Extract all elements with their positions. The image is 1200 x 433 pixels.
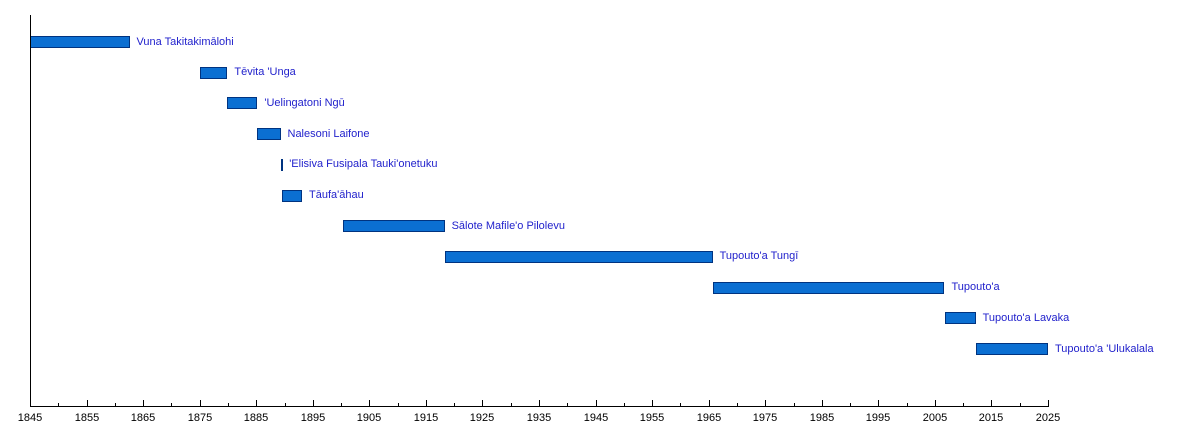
major-tick: [878, 400, 879, 406]
minor-tick: [567, 403, 568, 406]
bar-label[interactable]: 'Uelingatoni Ngū: [264, 96, 345, 109]
x-tick-label: 1955: [639, 412, 665, 424]
x-tick-label: 1875: [187, 412, 213, 424]
major-tick: [539, 400, 540, 406]
minor-tick: [398, 403, 399, 406]
major-tick: [313, 400, 314, 406]
major-tick: [596, 400, 597, 406]
major-tick: [30, 400, 31, 406]
bar-label[interactable]: Nalesoni Laifone: [287, 127, 370, 140]
x-tick-label: 1885: [243, 412, 269, 424]
timeline-bar[interactable]: [280, 158, 283, 171]
bar-label[interactable]: Sālote Mafile'o Pilolevu: [451, 219, 565, 232]
major-tick: [143, 400, 144, 406]
minor-tick: [794, 403, 795, 406]
x-tick-label: 2005: [922, 412, 948, 424]
minor-tick: [285, 403, 286, 406]
bar-label[interactable]: Tupouto'a Tungī: [719, 250, 799, 263]
minor-tick: [228, 403, 229, 406]
minor-tick: [737, 403, 738, 406]
x-tick-label: 1915: [413, 412, 439, 424]
major-tick: [709, 400, 710, 406]
major-tick: [991, 400, 992, 406]
timeline-bar[interactable]: [257, 128, 281, 141]
minor-tick: [171, 403, 172, 406]
x-tick-label: 1905: [356, 412, 382, 424]
y-axis-line: [30, 15, 31, 407]
timeline-bar[interactable]: [975, 343, 1048, 355]
x-tick-label: 1995: [865, 412, 891, 424]
minor-tick: [963, 403, 964, 406]
timeline-bar[interactable]: [712, 281, 945, 294]
x-tick-label: 1975: [752, 412, 778, 424]
major-tick: [87, 400, 88, 406]
timeline-bar[interactable]: [282, 189, 302, 202]
bar-label[interactable]: Tāufa'āhau: [309, 189, 364, 201]
bar-label[interactable]: Tupouto'a 'Ulukalala: [1055, 342, 1154, 355]
major-tick: [822, 400, 823, 406]
x-tick-label: 1855: [74, 412, 100, 424]
timeline-bar[interactable]: [199, 66, 228, 79]
timeline-bar[interactable]: [342, 220, 445, 233]
x-tick-label: 1985: [809, 412, 835, 424]
major-tick: [935, 400, 936, 406]
minor-tick: [680, 403, 681, 406]
major-tick: [426, 400, 427, 406]
major-tick: [200, 400, 201, 406]
minor-tick: [907, 403, 908, 406]
minor-tick: [341, 403, 342, 406]
major-tick: [256, 400, 257, 406]
bar-label[interactable]: Tupouto'a Lavaka: [982, 311, 1070, 324]
x-tick-label: 1945: [583, 412, 609, 424]
x-tick-label: 2015: [978, 412, 1004, 424]
minor-tick: [624, 403, 625, 406]
x-axis-line: [30, 406, 1049, 407]
x-tick-label: 1935: [526, 412, 552, 424]
minor-tick: [1020, 403, 1021, 406]
major-tick: [765, 400, 766, 406]
x-tick-label: 2025: [1035, 412, 1061, 424]
minor-tick: [58, 403, 59, 406]
major-tick: [369, 400, 370, 406]
timeline-bar[interactable]: [227, 97, 258, 110]
bar-label[interactable]: 'Elisiva Fusipala Tauki'onetuku: [289, 158, 438, 171]
minor-tick: [454, 403, 455, 406]
minor-tick: [850, 403, 851, 406]
bar-label[interactable]: Vuna Takitakimālohi: [136, 35, 234, 48]
bar-label[interactable]: Tupouto'a: [951, 281, 1000, 294]
minor-tick: [511, 403, 512, 406]
timeline-bar[interactable]: [30, 36, 130, 48]
timeline-bar[interactable]: [444, 250, 713, 263]
x-tick-label: 1925: [469, 412, 495, 424]
timeline-bar[interactable]: [944, 312, 976, 325]
major-tick: [652, 400, 653, 406]
x-tick-label: 1845: [17, 412, 43, 424]
bar-label[interactable]: Tēvita 'Unga: [234, 66, 296, 79]
major-tick: [1048, 400, 1049, 406]
major-tick: [482, 400, 483, 406]
x-tick-label: 1965: [696, 412, 722, 424]
x-tick-label: 1865: [130, 412, 156, 424]
x-tick-label: 1895: [300, 412, 326, 424]
minor-tick: [115, 403, 116, 406]
